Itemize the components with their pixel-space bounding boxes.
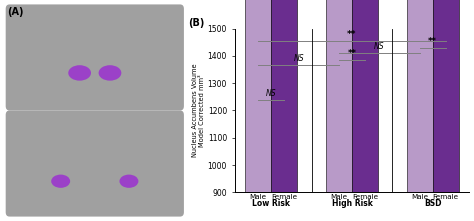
Bar [246, 0, 271, 192]
Text: Female: Female [352, 194, 378, 200]
Bar [407, 0, 433, 192]
Y-axis label: Nucleus Accumbens Volume
Model Corrected mm³: Nucleus Accumbens Volume Model Corrected… [192, 64, 205, 157]
Text: Male: Male [250, 194, 267, 200]
Text: BSD: BSD [424, 199, 441, 208]
Text: NS: NS [293, 53, 304, 63]
Bar [326, 0, 352, 192]
Text: High Risk: High Risk [331, 199, 373, 208]
Text: (A): (A) [8, 7, 24, 17]
Text: Female: Female [433, 194, 459, 200]
Text: **: ** [347, 30, 357, 38]
Text: Female: Female [271, 194, 297, 200]
Ellipse shape [119, 175, 138, 188]
Text: NS: NS [266, 89, 276, 98]
Bar [271, 0, 297, 192]
Text: Male: Male [411, 194, 428, 200]
Text: (B): (B) [188, 18, 205, 28]
Bar [433, 0, 458, 192]
Ellipse shape [68, 65, 91, 81]
Bar [352, 0, 378, 192]
Ellipse shape [51, 175, 70, 188]
Text: **: ** [347, 49, 356, 58]
Text: **: ** [428, 37, 437, 46]
Text: Male: Male [330, 194, 347, 200]
Text: Low Risk: Low Risk [252, 199, 290, 208]
Text: NS: NS [374, 42, 385, 51]
FancyBboxPatch shape [6, 4, 184, 110]
FancyBboxPatch shape [6, 110, 184, 217]
Ellipse shape [99, 65, 121, 81]
